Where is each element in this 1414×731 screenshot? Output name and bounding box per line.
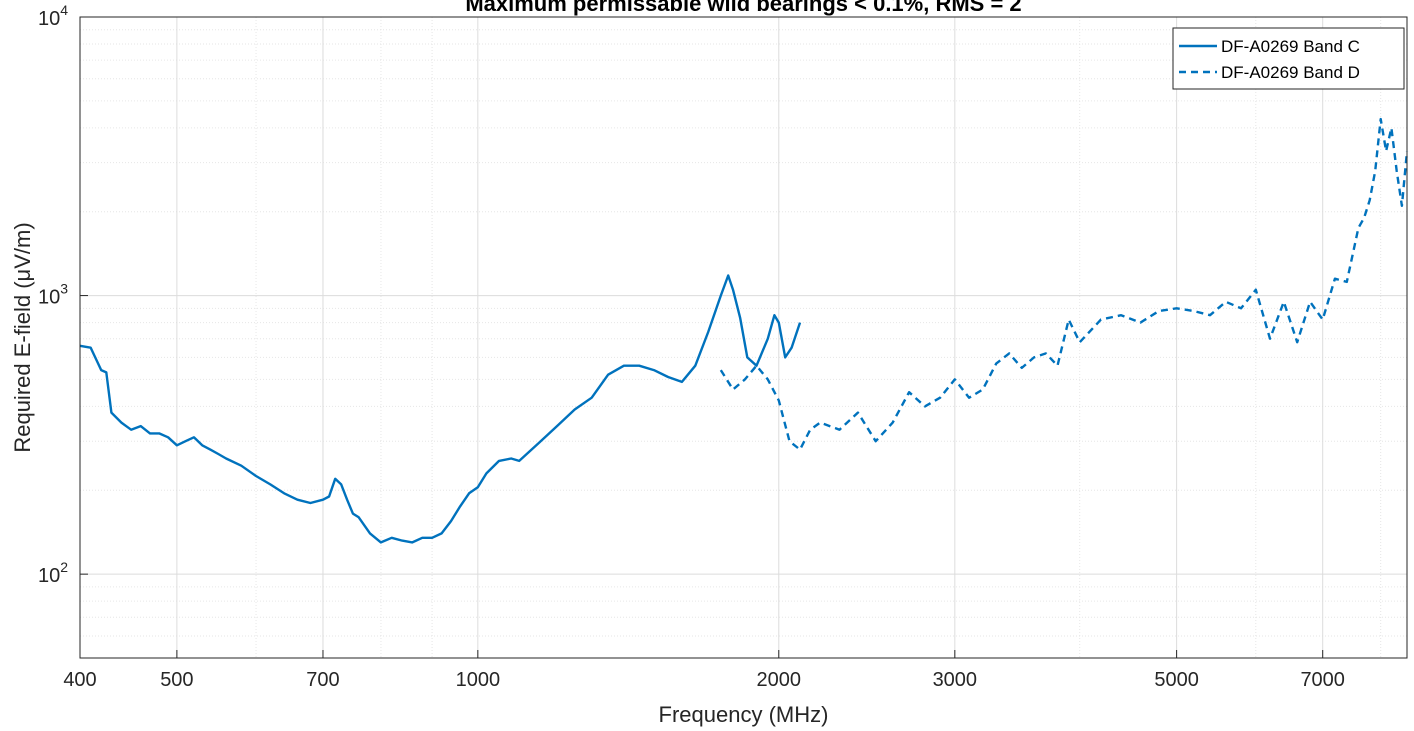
legend-box <box>1172 27 1405 90</box>
chart-title: Maximum permissable wild bearings < 0.1%… <box>465 0 1021 16</box>
x-axis-label: Frequency (MHz) <box>659 702 829 727</box>
legend: DF-A0269 Band C DF-A0269 Band D <box>1172 27 1405 90</box>
legend-label: DF-A0269 Band D <box>1221 63 1360 82</box>
series-line-1 <box>79 274 802 544</box>
y-tick-label: 103 <box>38 281 68 309</box>
x-tick-label: 3000 <box>933 669 978 691</box>
x-tick-label: 500 <box>160 669 193 691</box>
x-tick-label: 700 <box>306 669 339 691</box>
y-tick-label: 104 <box>38 2 68 30</box>
x-tick-label: 400 <box>63 669 96 691</box>
y-tick-label: 102 <box>38 559 68 587</box>
x-tick-label: 1000 <box>456 669 501 691</box>
grid <box>80 17 1407 658</box>
x-tick-label: 5000 <box>1154 669 1199 691</box>
series-layer <box>79 117 1409 544</box>
x-tick-label: 2000 <box>757 669 802 691</box>
legend-label: DF-A0269 Band C <box>1221 37 1360 56</box>
y-axis-label: Required E-field (μV/m) <box>10 222 35 452</box>
ticks: 400 500 700 1000 2000 3000 5000 7000 102 103 104 <box>38 2 1345 691</box>
x-tick-label: 7000 <box>1300 669 1345 691</box>
plot-border <box>79 16 1408 659</box>
